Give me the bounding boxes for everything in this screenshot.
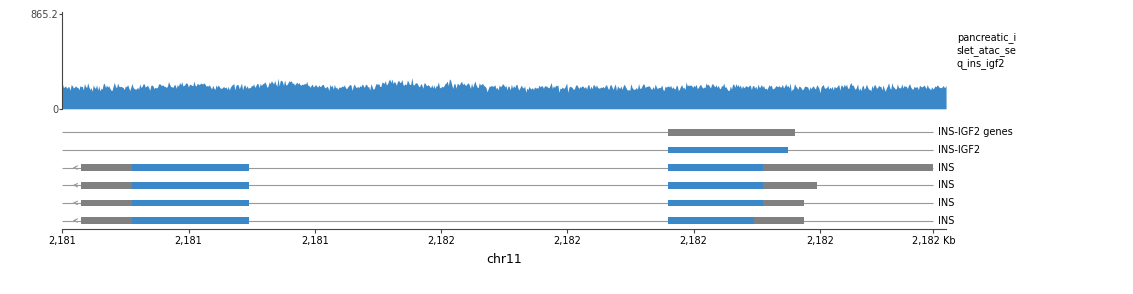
Bar — [668, 182, 763, 188]
Bar — [763, 182, 817, 188]
Bar — [131, 182, 248, 188]
X-axis label: chr11: chr11 — [486, 253, 522, 266]
Bar — [131, 217, 248, 224]
Text: INS-IGF2 genes: INS-IGF2 genes — [938, 127, 1013, 137]
Text: INS: INS — [938, 216, 954, 225]
Bar — [131, 200, 248, 206]
Bar — [82, 164, 131, 171]
Bar — [763, 164, 934, 171]
Bar — [668, 164, 763, 171]
Bar — [753, 217, 804, 224]
Text: INS: INS — [938, 163, 954, 173]
Text: INS-IGF2: INS-IGF2 — [938, 145, 980, 155]
Bar — [82, 200, 131, 206]
Bar — [82, 182, 131, 188]
Bar — [668, 129, 794, 136]
Bar — [82, 217, 131, 224]
Bar — [668, 200, 763, 206]
Text: INS: INS — [938, 198, 954, 208]
Text: pancreatic_i
slet_atac_se
q_ins_igf2: pancreatic_i slet_atac_se q_ins_igf2 — [956, 32, 1016, 69]
Bar — [763, 200, 804, 206]
Bar — [668, 217, 753, 224]
Bar — [668, 147, 789, 153]
Text: INS: INS — [938, 180, 954, 190]
Bar — [131, 164, 248, 171]
